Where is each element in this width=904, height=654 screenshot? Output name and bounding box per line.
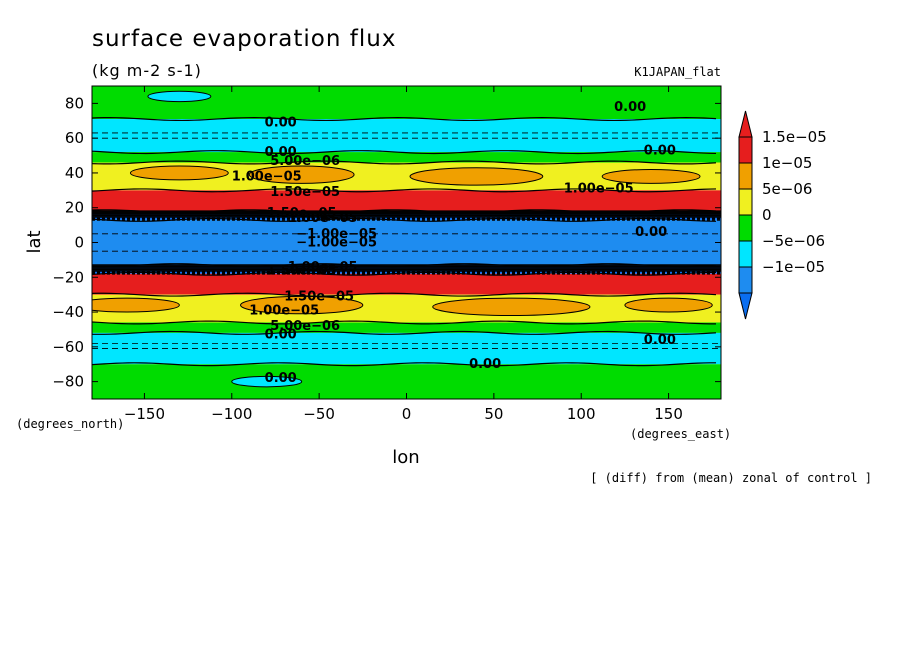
x-tick-label-2: −50: [303, 405, 335, 423]
contour-label-9: 1.00e−05: [288, 211, 358, 226]
contour-line-10: [92, 330, 717, 335]
colorbar-cell-1: [738, 136, 753, 164]
patch-9: [231, 375, 303, 388]
contour-label-11: −1.00e−05: [296, 236, 377, 251]
band-6: [92, 219, 721, 266]
y-tick-label-3: 20: [65, 199, 84, 217]
band-9: [92, 294, 721, 323]
colorbar-cell-5: [738, 240, 753, 268]
contour-label-14: 1.50e−05: [284, 289, 354, 304]
patch-3: [601, 168, 701, 184]
x-tick-label-0: −150: [124, 405, 165, 423]
band-4: [92, 190, 721, 212]
band-10: [92, 322, 721, 333]
y-tick-label-7: −60: [52, 338, 84, 356]
contour-label-8: 1.50e−05: [267, 206, 337, 221]
x-axis-label: lon: [392, 447, 419, 468]
contour-labels: 0.000.000.00 0.005.00e−061.00e−051.00e−05…: [232, 100, 676, 386]
contour-patches: [92, 90, 713, 388]
patch-4: [92, 297, 180, 313]
y-units-label: (degrees_north): [16, 417, 124, 431]
colorbar-label-5: −1e−05: [762, 258, 825, 276]
patch-2: [409, 167, 544, 186]
patch-6: [432, 297, 591, 317]
contour-label-4: 5.00e−06: [270, 154, 340, 169]
band-2: [92, 152, 721, 163]
contour-label-20: 0.00: [265, 371, 297, 386]
contour-line-0: [92, 117, 717, 122]
colorbar-cell-3: [738, 188, 753, 216]
contour-line-8: [92, 292, 717, 297]
band-8: [92, 273, 721, 295]
contour-label-10: −1.00e−05: [296, 227, 377, 242]
contour-line-11: [92, 362, 716, 367]
colorbar-cell-2: [738, 162, 753, 190]
experiment-label: K1JAPAN_flat: [634, 65, 721, 79]
y-tick-label-8: −80: [52, 373, 84, 391]
y-tick-label-1: 60: [65, 129, 84, 147]
footnote: [ (diff) from (mean) zonal of control ]: [590, 471, 872, 485]
colorbar-label-3: 0: [762, 206, 772, 224]
contour-label-17: 0.00: [265, 328, 297, 343]
y-tick-label-4: 0: [74, 234, 84, 252]
y-axis-label: lat: [24, 230, 45, 253]
contour-label-16: 5.00e−06: [270, 319, 340, 334]
contour-label-5: 1.00e−05: [232, 169, 302, 184]
patch-8: [147, 90, 212, 103]
patch-5: [240, 295, 364, 315]
contour-label-1: 0.00: [614, 100, 646, 115]
contour-label-3: 0.00: [644, 143, 676, 158]
contour-label-0: 0.00: [265, 116, 297, 131]
contour-line-7: [92, 271, 717, 276]
colorbar-arrow-bottom: [738, 292, 753, 320]
colorbar-label-1: 1e−05: [762, 154, 812, 172]
contour-label-15: 1.00e−05: [249, 303, 319, 318]
contour-label-18: 0.00: [644, 333, 676, 348]
contour-label-21: 0.00: [635, 225, 667, 240]
chart-title: surface evaporation flux: [92, 26, 396, 52]
contour-label-6: 1.00e−05: [564, 182, 634, 197]
contour-label-2: 0.00: [265, 145, 297, 160]
colorbar-cell-6: [738, 266, 753, 294]
patch-0: [129, 165, 229, 181]
contour-line-5: [92, 217, 717, 222]
colorbar-cell-4: [738, 214, 753, 242]
y-axis-ticks: 80 60 40 20 0 −20 −40 −60 −80: [52, 94, 721, 391]
contour-line-3: [92, 188, 717, 193]
colorbar: 1.5e−05 1e−05 5e−06 0 −5e−06 −1e−05: [738, 110, 827, 320]
y-tick-label-2: 40: [65, 164, 84, 182]
colorbar-label-4: −5e−06: [762, 232, 825, 250]
contour-line-9: [92, 320, 717, 325]
contour-label-19: 0.00: [469, 357, 501, 372]
contour-lines: [92, 117, 721, 367]
plot-area: 0.000.000.00 0.005.00e−061.00e−051.00e−05…: [92, 86, 721, 399]
y-tick-label-6: −40: [52, 303, 84, 321]
x-units-label: (degrees_east): [630, 427, 731, 441]
x-axis-ticks: −150 −100 −50 0 50 100 150: [124, 86, 683, 423]
contour-label-7: 1.50e−05: [270, 185, 340, 200]
x-tick-label-1: −100: [211, 405, 252, 423]
colorbar-label-2: 5e−06: [762, 180, 812, 198]
contour-line-2: [92, 160, 717, 165]
x-tick-label-6: 150: [654, 405, 683, 423]
y-tick-label-0: 80: [65, 94, 84, 112]
contour-label-12: 1.00e−05: [288, 260, 358, 275]
patch-7: [624, 297, 713, 313]
chart-units: (kg m-2 s-1): [92, 61, 202, 80]
y-tick-label-5: −20: [52, 268, 84, 286]
contour-label-13: 1.50e−05: [267, 263, 337, 278]
contour-line-1: [92, 150, 717, 155]
x-tick-label-5: 100: [567, 405, 596, 423]
band-1: [92, 119, 721, 153]
patch-1: [248, 165, 355, 184]
x-tick-label-4: 50: [484, 405, 503, 423]
colorbar-label-0: 1.5e−05: [762, 128, 827, 146]
x-tick-label-3: 0: [402, 405, 412, 423]
